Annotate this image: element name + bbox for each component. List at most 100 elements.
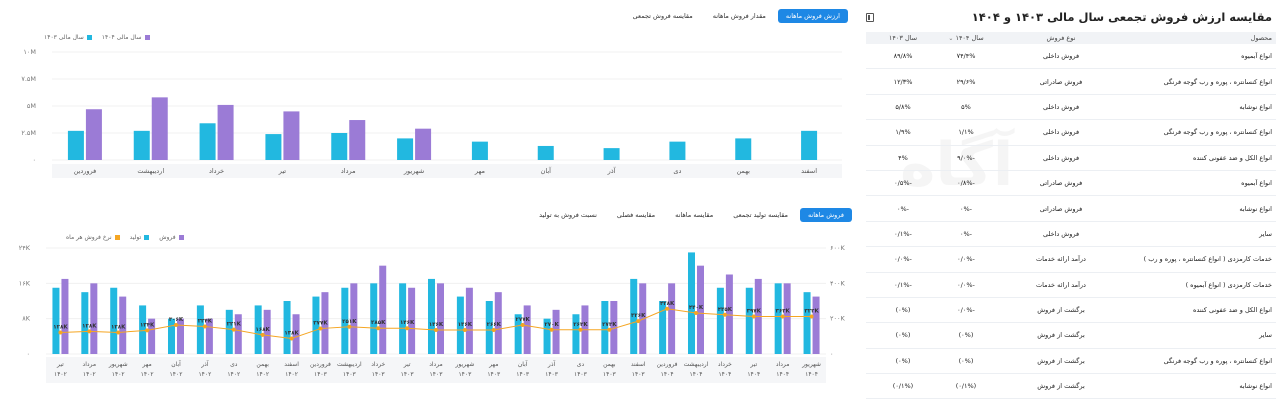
tab-monthly-sales-quantity[interactable]: مقدار فروش ماهانه (712, 12, 766, 20)
bar-sales[interactable] (639, 283, 647, 354)
bar-1404[interactable] (85, 109, 102, 160)
bar-sales[interactable] (408, 287, 416, 354)
bar-1404[interactable] (415, 128, 432, 160)
bar-production[interactable] (716, 287, 724, 354)
bar-sales[interactable] (783, 283, 791, 354)
bar-sales[interactable] (494, 292, 502, 354)
tab-cumulative-sales-comparison[interactable]: مقایسه فروش تجمعی (632, 12, 693, 20)
bar-sales[interactable] (350, 283, 358, 354)
rate-point[interactable] (376, 326, 381, 331)
legend-item-1404[interactable]: سال مالی ۱۴۰۴ (102, 34, 150, 41)
rate-point[interactable] (260, 332, 265, 337)
bar-production[interactable] (399, 283, 407, 354)
rate-point[interactable] (405, 326, 410, 331)
bar-production[interactable] (312, 296, 320, 354)
rate-point[interactable] (607, 327, 612, 332)
header-1403[interactable]: سال ۱۴۰۳ (888, 34, 918, 42)
bar-production[interactable] (428, 278, 435, 354)
bar-1403[interactable] (397, 138, 414, 160)
bar-production[interactable] (168, 318, 175, 354)
rate-point[interactable] (116, 330, 121, 335)
bar-production[interactable] (543, 318, 551, 354)
rate-point[interactable] (809, 314, 814, 319)
bar-1403[interactable] (537, 145, 554, 160)
bar-production[interactable] (341, 287, 349, 354)
bar-production[interactable] (745, 287, 753, 354)
bar-sales[interactable] (321, 292, 329, 354)
rate-point[interactable] (722, 312, 727, 317)
bar-sales[interactable] (552, 309, 560, 354)
bar-production[interactable] (110, 287, 118, 354)
bar-1403[interactable] (801, 130, 818, 160)
tab-cumulative-production[interactable]: مقایسه تولید تجمعی (733, 211, 788, 219)
sort-desc-icon[interactable]: ⌄ (948, 35, 954, 42)
legend-item-sales[interactable]: فروش (159, 234, 184, 241)
bar-1403[interactable] (199, 123, 216, 160)
bar-production[interactable] (283, 301, 291, 354)
rate-point[interactable] (174, 323, 178, 328)
rate-point[interactable] (145, 328, 150, 333)
tab-seasonal-comparison[interactable]: مقایسه فصلی (616, 211, 656, 219)
rate-point[interactable] (780, 314, 785, 319)
rate-point[interactable] (549, 327, 554, 332)
bar-sales[interactable] (668, 283, 676, 354)
rate-point[interactable] (751, 314, 756, 319)
bar-sales[interactable] (119, 296, 127, 354)
bar-1404[interactable] (217, 104, 234, 160)
bar-production[interactable] (630, 278, 638, 354)
bar-production[interactable] (688, 252, 695, 354)
bar-production[interactable] (485, 301, 493, 354)
header-type[interactable]: نوع فروش (1046, 34, 1076, 42)
bar-sales[interactable] (90, 283, 98, 354)
tab-sales-to-production[interactable]: نسبت فروش به تولید (539, 211, 597, 219)
header-product[interactable]: محصول (1250, 34, 1272, 42)
tab-monthly-sales-value[interactable]: ارزش فروش ماهانه (777, 9, 848, 23)
rate-point[interactable] (347, 324, 352, 329)
rate-point[interactable] (231, 327, 236, 332)
rate-point[interactable] (289, 336, 294, 341)
bar-sales[interactable] (812, 296, 820, 354)
bar-sales[interactable] (234, 314, 242, 354)
bar-sales[interactable] (697, 265, 704, 354)
bar-sales[interactable] (148, 318, 156, 354)
bar-production[interactable] (81, 292, 89, 354)
rate-point[interactable] (665, 306, 670, 311)
bar-1403[interactable] (669, 141, 686, 160)
rate-point[interactable] (578, 327, 583, 332)
legend-item-1403[interactable]: سال مالی ۱۴۰۳ (44, 34, 92, 41)
bar-sales[interactable] (205, 318, 213, 354)
rate-point[interactable] (520, 323, 525, 328)
bar-production[interactable] (52, 287, 60, 354)
rate-point[interactable] (491, 327, 496, 332)
bar-sales[interactable] (177, 318, 184, 354)
bar-production[interactable] (225, 309, 233, 354)
bar-sales[interactable] (725, 274, 733, 355)
bar-production[interactable] (774, 283, 782, 354)
bar-1403[interactable] (471, 141, 488, 160)
bar-1403[interactable] (331, 133, 348, 160)
rate-point[interactable] (462, 327, 467, 332)
bar-1403[interactable] (133, 130, 150, 160)
bar-production[interactable] (370, 283, 378, 354)
bar-sales[interactable] (379, 265, 387, 354)
bar-1403[interactable] (67, 130, 84, 160)
bar-production[interactable] (803, 292, 811, 354)
bar-sales[interactable] (523, 305, 531, 354)
bar-1403[interactable] (735, 138, 752, 160)
rate-point[interactable] (636, 319, 641, 324)
tab-monthly-sales[interactable]: فروش ماهانه (800, 208, 852, 222)
legend-item-production[interactable]: تولید (130, 234, 150, 241)
bar-1403[interactable] (603, 148, 620, 160)
rate-point[interactable] (87, 329, 92, 334)
rate-point[interactable] (318, 326, 323, 331)
bar-production[interactable] (456, 296, 464, 354)
bar-production[interactable] (659, 301, 667, 354)
rate-point[interactable] (202, 324, 207, 329)
rate-point[interactable] (694, 311, 698, 316)
bar-production[interactable] (196, 305, 204, 354)
bar-1404[interactable] (283, 111, 300, 160)
bar-1404[interactable] (349, 120, 366, 160)
header-1404[interactable]: سال ۱۴۰۴ ⌄ (948, 34, 984, 42)
bar-production[interactable] (601, 301, 609, 354)
bar-sales[interactable] (465, 287, 473, 354)
